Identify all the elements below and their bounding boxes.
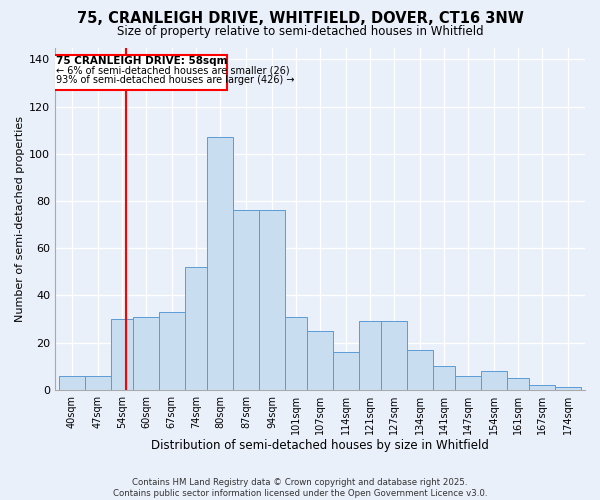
Bar: [507, 378, 529, 390]
Y-axis label: Number of semi-detached properties: Number of semi-detached properties: [15, 116, 25, 322]
Bar: [455, 376, 481, 390]
FancyBboxPatch shape: [53, 54, 227, 90]
Bar: [285, 316, 307, 390]
Bar: [207, 137, 233, 390]
Bar: [59, 376, 85, 390]
Text: Contains HM Land Registry data © Crown copyright and database right 2025.
Contai: Contains HM Land Registry data © Crown c…: [113, 478, 487, 498]
Bar: [529, 385, 556, 390]
Bar: [333, 352, 359, 390]
Bar: [133, 316, 159, 390]
Text: Size of property relative to semi-detached houses in Whitfield: Size of property relative to semi-detach…: [116, 24, 484, 38]
X-axis label: Distribution of semi-detached houses by size in Whitfield: Distribution of semi-detached houses by …: [151, 440, 489, 452]
Bar: [556, 388, 581, 390]
Bar: [481, 371, 507, 390]
Bar: [85, 376, 111, 390]
Bar: [185, 267, 207, 390]
Bar: [359, 322, 381, 390]
Bar: [407, 350, 433, 390]
Bar: [111, 319, 133, 390]
Bar: [433, 366, 455, 390]
Text: 75 CRANLEIGH DRIVE: 58sqm: 75 CRANLEIGH DRIVE: 58sqm: [56, 56, 228, 66]
Bar: [381, 322, 407, 390]
Bar: [259, 210, 285, 390]
Bar: [159, 312, 185, 390]
Text: 93% of semi-detached houses are larger (426) →: 93% of semi-detached houses are larger (…: [56, 76, 295, 86]
Text: ← 6% of semi-detached houses are smaller (26): ← 6% of semi-detached houses are smaller…: [56, 66, 290, 76]
Bar: [233, 210, 259, 390]
Text: 75, CRANLEIGH DRIVE, WHITFIELD, DOVER, CT16 3NW: 75, CRANLEIGH DRIVE, WHITFIELD, DOVER, C…: [77, 11, 523, 26]
Bar: [307, 330, 333, 390]
